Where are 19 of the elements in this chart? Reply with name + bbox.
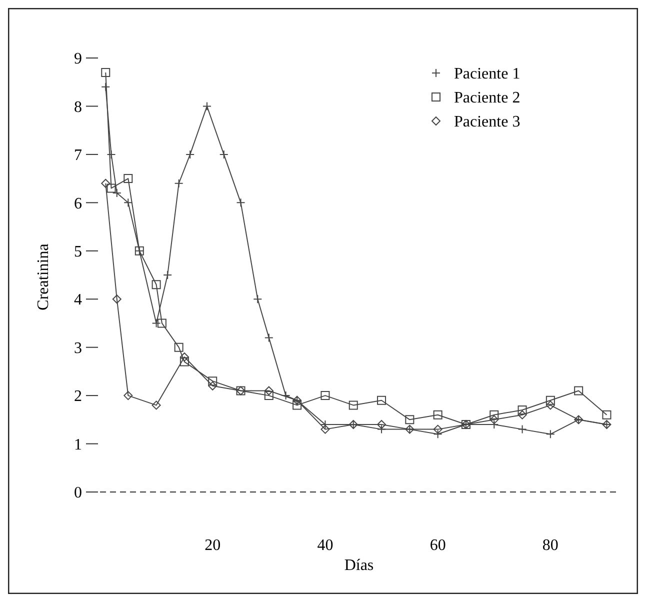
y-tick-label: 4 [74, 292, 82, 309]
x-tick-label: 40 [317, 537, 334, 554]
legend-label: Paciente 1 [454, 66, 520, 83]
x-tick-label: 20 [204, 537, 221, 554]
y-tick-label: 7 [74, 147, 82, 164]
y-tick-label: 0 [74, 484, 82, 502]
y-tick-label: 6 [74, 195, 82, 212]
legend-label: Paciente 3 [454, 114, 520, 131]
y-tick-label: 5 [74, 243, 82, 260]
x-tick-label: 80 [542, 537, 558, 554]
y-tick-label: 1 [74, 436, 82, 454]
y-tick-label: 2 [74, 388, 82, 406]
y-tick-label: 3 [74, 340, 82, 357]
x-axis-title: Días [344, 557, 374, 574]
y-tick-label: 9 [74, 50, 82, 68]
legend-label: Paciente 2 [454, 90, 520, 107]
y-tick-label: 8 [74, 98, 82, 116]
y-axis-title: Creatinina [35, 244, 52, 310]
x-tick-label: 60 [430, 537, 446, 554]
